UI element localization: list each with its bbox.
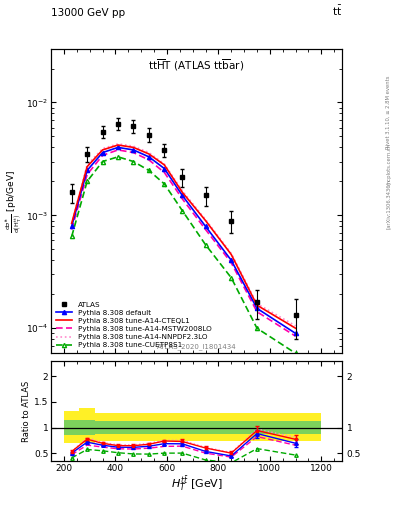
Text: 13000 GeV pp: 13000 GeV pp (51, 8, 125, 18)
Text: ATLAS_2020_I1801434: ATLAS_2020_I1801434 (157, 344, 236, 350)
Text: t$\bar{\mathrm{t}}$: t$\bar{\mathrm{t}}$ (332, 4, 342, 18)
Text: [arXiv:1306.3436]: [arXiv:1306.3436] (386, 181, 391, 229)
X-axis label: $H_T^{t\bar{t}}$ [GeV]: $H_T^{t\bar{t}}$ [GeV] (171, 474, 222, 493)
Y-axis label: $\mathregular{\frac{d\sigma^{tt}}{d\left(H_T^{tt}\right)}}$ [pb/GeV]: $\mathregular{\frac{d\sigma^{tt}}{d\left… (4, 169, 24, 232)
Text: mcplots.cern.ch: mcplots.cern.ch (386, 143, 391, 185)
Text: Rivet 3.1.10, ≥ 2.8M events: Rivet 3.1.10, ≥ 2.8M events (386, 76, 391, 150)
Legend: ATLAS, Pythia 8.308 default, Pythia 8.308 tune-A14-CTEQL1, Pythia 8.308 tune-A14: ATLAS, Pythia 8.308 default, Pythia 8.30… (53, 298, 215, 351)
Y-axis label: Ratio to ATLAS: Ratio to ATLAS (22, 380, 31, 441)
Text: tt$\overline{\mathrm{H}}$T (ATLAS tt$\overline{\mathrm{b}}$ar): tt$\overline{\mathrm{H}}$T (ATLAS tt$\ov… (149, 58, 244, 73)
